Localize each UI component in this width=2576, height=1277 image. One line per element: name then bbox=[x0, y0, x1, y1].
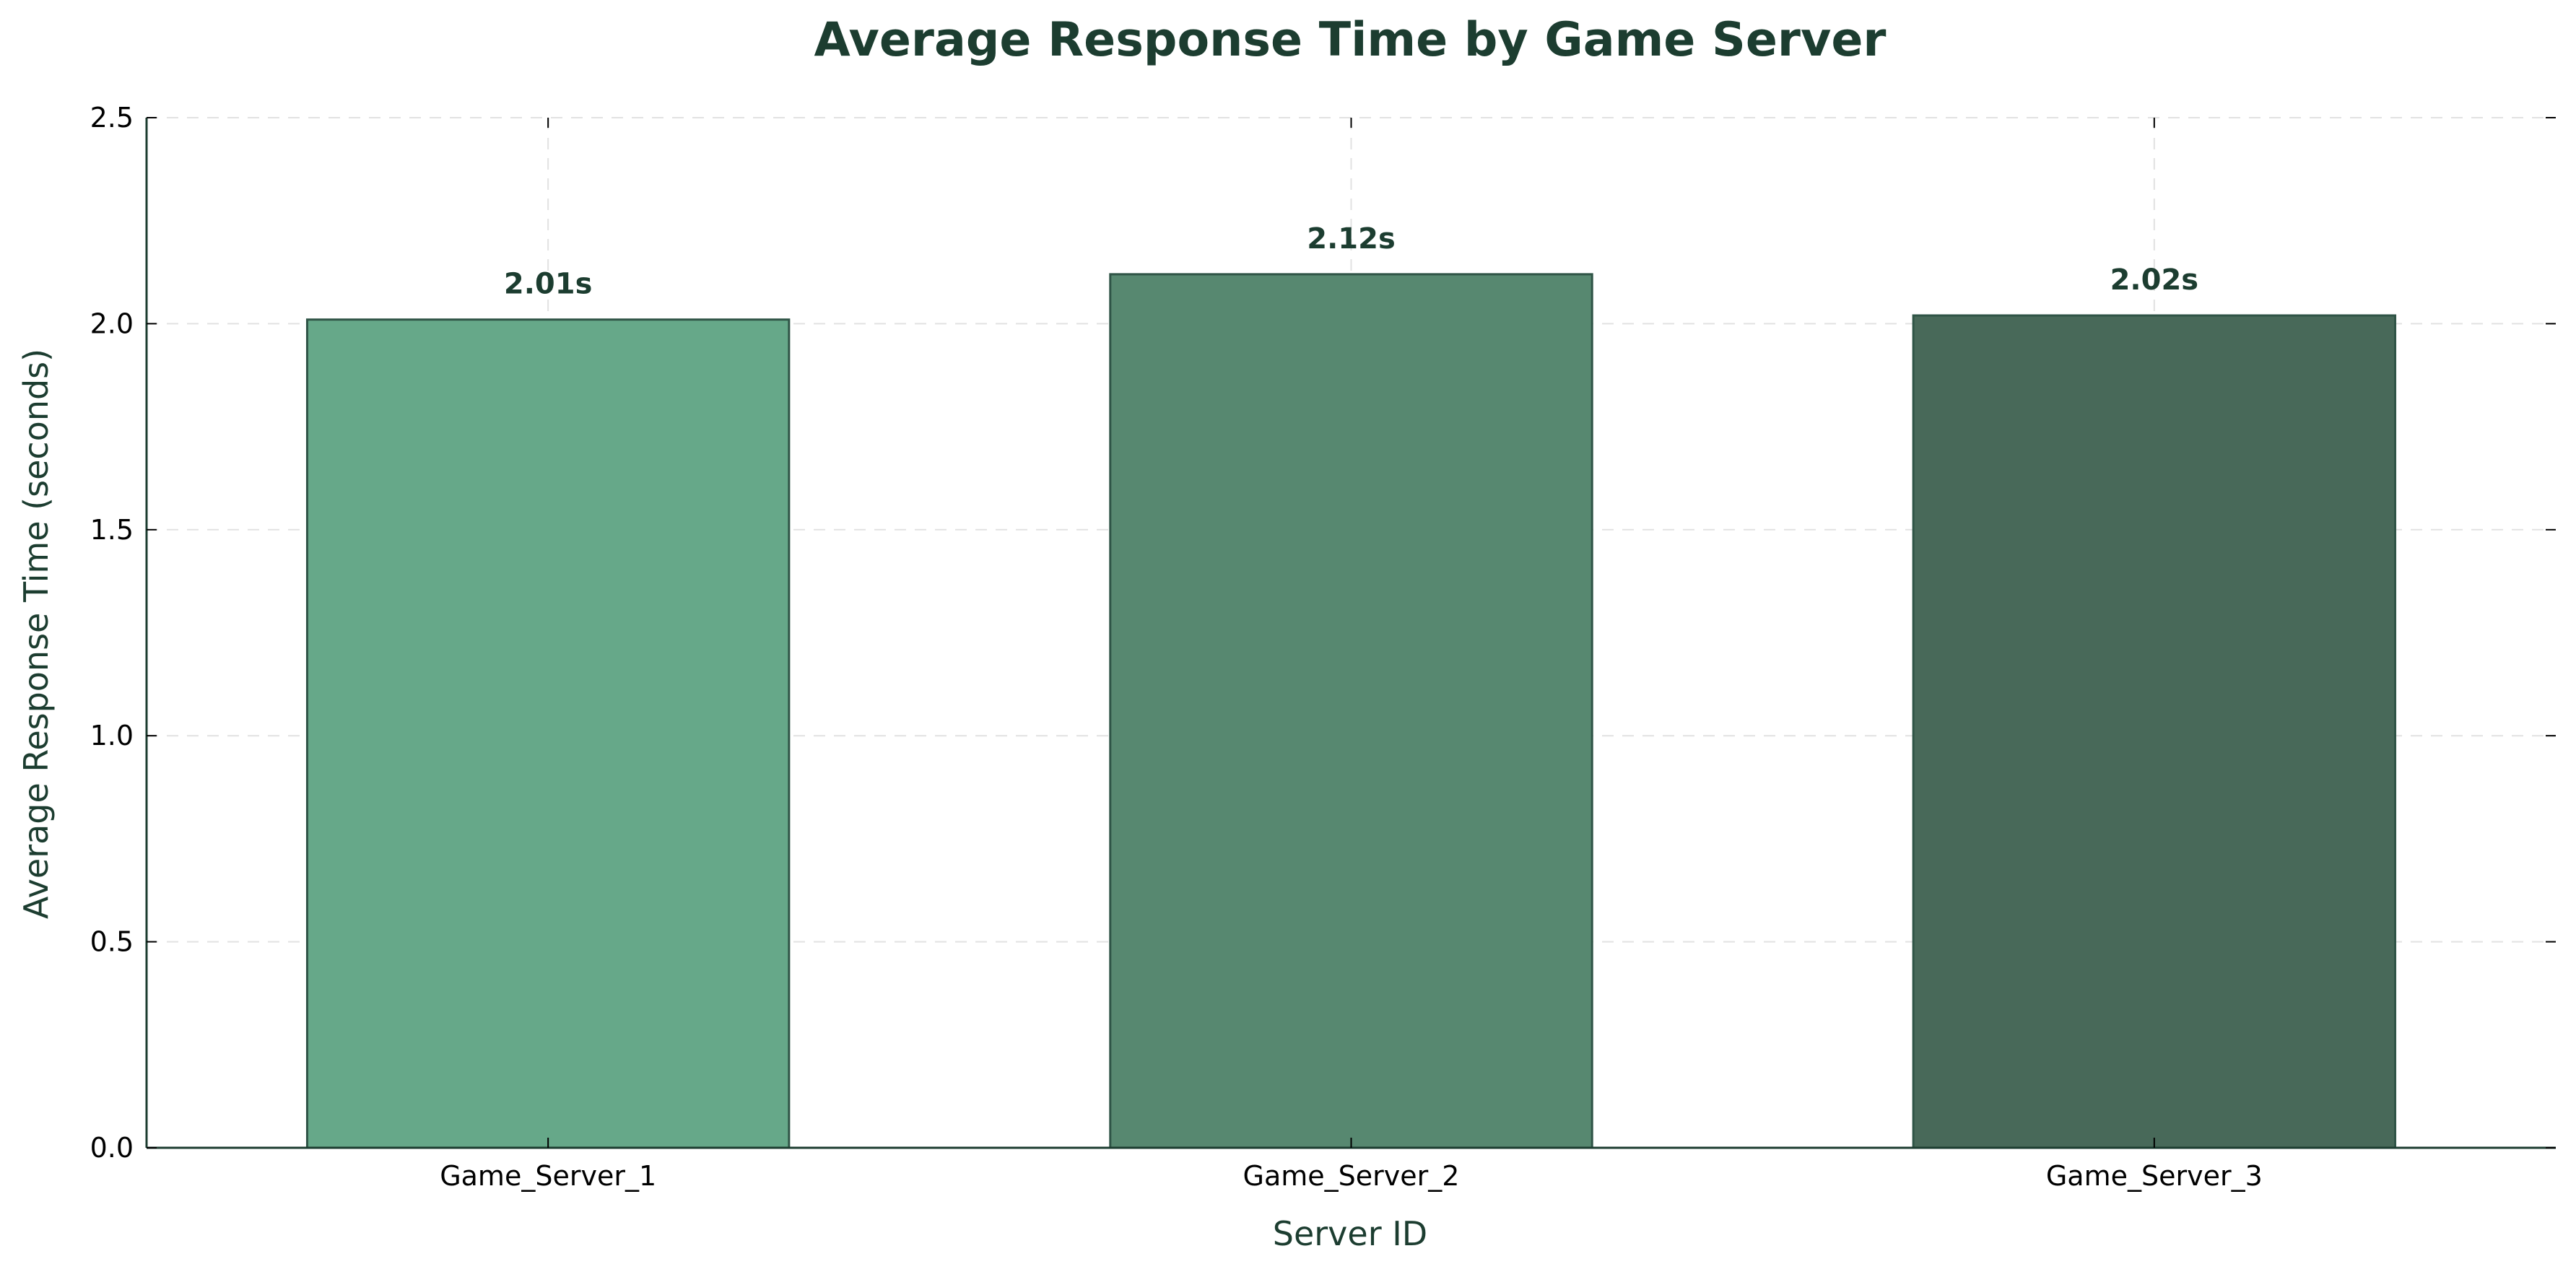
y-tick-labels: 0.0 0.5 1.0 1.5 2.0 2.5 bbox=[90, 102, 134, 1164]
data-label: 2.02s bbox=[2110, 263, 2199, 297]
bar-game-server-2 bbox=[1109, 273, 1593, 1149]
x-axis-label: Server ID bbox=[1273, 1214, 1427, 1253]
data-label: 2.12s bbox=[1307, 222, 1396, 256]
chart-title: Average Response Time by Game Server bbox=[814, 13, 1886, 67]
data-label: 2.01s bbox=[504, 268, 593, 301]
bar-game-server-1 bbox=[305, 318, 791, 1149]
y-tick-label: 0.0 bbox=[90, 1132, 134, 1164]
data-labels: 2.01s 2.12s 2.02s bbox=[504, 222, 2198, 301]
y-tick-label: 2.0 bbox=[90, 308, 134, 339]
axes bbox=[145, 117, 2556, 1149]
x-tick-label: Game_Server_1 bbox=[440, 1160, 656, 1192]
y-tick-label: 1.0 bbox=[90, 720, 134, 751]
bars bbox=[305, 273, 2397, 1149]
bar-game-server-3 bbox=[1912, 314, 2397, 1149]
y-tick-label: 0.5 bbox=[90, 926, 134, 958]
y-tick-label: 2.5 bbox=[90, 102, 134, 134]
y-axis-label: Average Response Time (seconds) bbox=[17, 349, 56, 919]
x-tick-labels: Game_Server_1 Game_Server_2 Game_Server_3 bbox=[440, 1160, 2263, 1192]
y-tick-label: 1.5 bbox=[90, 514, 134, 546]
x-tick-label: Game_Server_3 bbox=[2046, 1160, 2263, 1192]
x-tick-label: Game_Server_2 bbox=[1243, 1160, 1460, 1192]
